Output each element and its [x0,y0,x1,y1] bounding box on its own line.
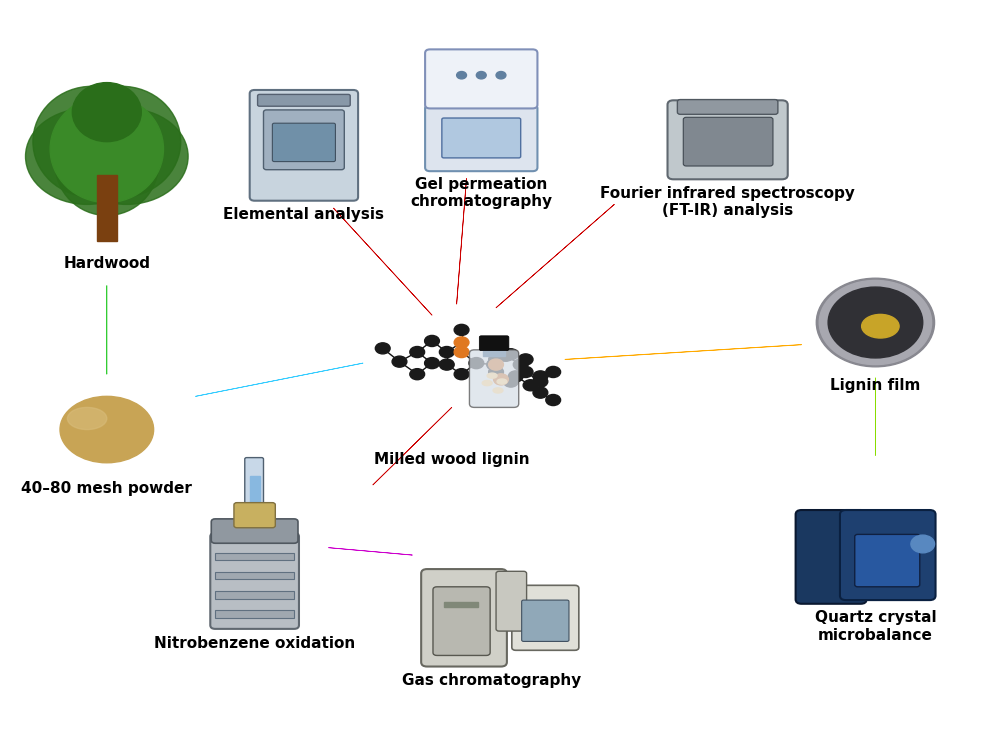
FancyBboxPatch shape [433,587,490,656]
Circle shape [454,337,469,348]
FancyBboxPatch shape [425,104,537,171]
Circle shape [518,354,533,365]
Ellipse shape [493,388,503,393]
FancyBboxPatch shape [258,94,350,106]
Circle shape [503,376,518,387]
Circle shape [499,350,513,362]
FancyBboxPatch shape [469,350,519,408]
Circle shape [410,369,425,379]
FancyBboxPatch shape [215,572,294,579]
FancyBboxPatch shape [210,533,299,629]
FancyBboxPatch shape [263,110,344,170]
Circle shape [816,278,935,367]
Circle shape [439,359,454,370]
Circle shape [439,347,454,358]
Circle shape [489,354,503,365]
Ellipse shape [67,408,107,430]
FancyBboxPatch shape [425,50,537,108]
Ellipse shape [60,396,154,463]
FancyBboxPatch shape [677,99,778,114]
Ellipse shape [50,96,163,202]
Circle shape [496,72,506,79]
FancyBboxPatch shape [245,458,263,508]
Circle shape [469,358,484,369]
Ellipse shape [72,82,141,142]
Circle shape [523,379,538,391]
Circle shape [410,347,425,358]
Circle shape [546,394,561,405]
Circle shape [911,535,935,553]
Text: Hardwood: Hardwood [63,256,150,271]
FancyBboxPatch shape [668,100,788,179]
Bar [97,175,117,242]
FancyBboxPatch shape [211,519,298,543]
Circle shape [819,280,932,365]
Text: Quartz crystal
microbalance: Quartz crystal microbalance [815,611,936,643]
FancyBboxPatch shape [250,90,358,201]
Text: Fourier infrared spectroscopy
(FT-IR) analysis: Fourier infrared spectroscopy (FT-IR) an… [600,186,855,219]
Circle shape [518,367,533,377]
Circle shape [454,369,469,379]
FancyBboxPatch shape [512,585,579,651]
Text: Lignin film: Lignin film [830,378,921,393]
FancyBboxPatch shape [272,123,335,162]
Circle shape [454,325,469,336]
FancyBboxPatch shape [234,502,275,528]
Ellipse shape [33,86,151,197]
Ellipse shape [26,108,149,205]
Ellipse shape [55,97,159,201]
Ellipse shape [62,86,181,197]
FancyBboxPatch shape [522,600,569,642]
Circle shape [508,370,523,382]
Circle shape [533,387,548,398]
FancyBboxPatch shape [683,117,773,166]
Circle shape [457,72,466,79]
Ellipse shape [65,108,188,205]
FancyBboxPatch shape [855,534,920,587]
Text: Gas chromatography: Gas chromatography [402,673,581,688]
Bar [250,476,260,505]
Circle shape [513,359,528,370]
Circle shape [494,373,508,385]
FancyBboxPatch shape [840,510,936,600]
Circle shape [533,370,548,382]
Circle shape [425,358,439,369]
Text: Elemental analysis: Elemental analysis [223,207,384,222]
Text: Nitrobenzene oxidation: Nitrobenzene oxidation [154,637,355,651]
FancyBboxPatch shape [215,591,294,599]
Circle shape [533,376,548,387]
Circle shape [503,349,518,360]
Text: 40–80 mesh powder: 40–80 mesh powder [21,481,192,496]
Circle shape [425,336,439,347]
Ellipse shape [55,112,159,216]
Circle shape [828,287,923,358]
Text: Gel permeation
chromatography: Gel permeation chromatography [410,177,552,210]
Circle shape [489,367,503,377]
Bar [483,348,505,356]
FancyBboxPatch shape [442,118,521,158]
Circle shape [392,356,407,368]
FancyBboxPatch shape [215,553,294,560]
Ellipse shape [487,373,497,378]
Ellipse shape [862,314,899,338]
FancyBboxPatch shape [421,569,507,666]
FancyBboxPatch shape [496,571,527,631]
Circle shape [489,359,503,370]
Circle shape [546,367,561,377]
FancyBboxPatch shape [796,510,867,604]
FancyBboxPatch shape [479,336,509,350]
Circle shape [476,72,486,79]
Circle shape [375,343,390,354]
FancyBboxPatch shape [215,611,294,618]
Text: Milled wood lignin: Milled wood lignin [374,452,530,467]
Bar [444,602,478,607]
Polygon shape [252,507,258,514]
Ellipse shape [482,380,492,385]
Circle shape [487,359,501,370]
Ellipse shape [497,379,507,384]
Circle shape [454,347,469,358]
